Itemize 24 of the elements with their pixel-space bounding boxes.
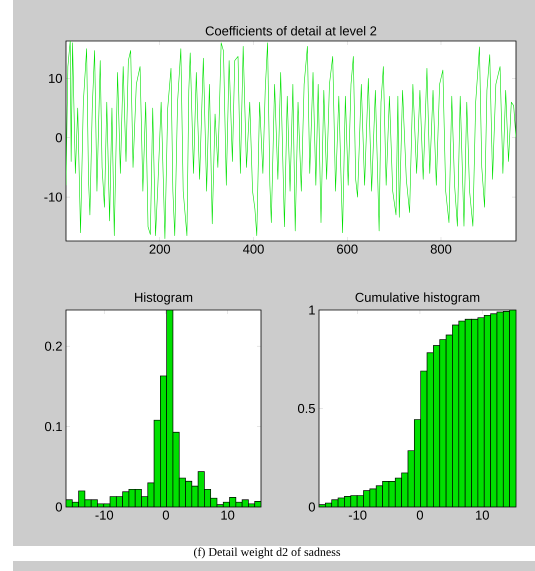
y-tick-label: 0 [56,502,62,512]
y-tick-label: 0 [56,133,62,142]
x-tick-label: 0 [416,510,424,520]
line-series [66,41,516,239]
x-tick-label: -10 [348,510,366,520]
y-tick-label: 1 [309,306,315,314]
x-tick-label: 10 [476,510,489,520]
y-tick-label: 10 [49,74,62,83]
chart-title: Cumulative histogram [356,292,480,305]
y-tick-label: 0 [308,502,315,512]
y-tick-label: -10 [44,192,62,202]
x-tick-label: 0 [162,510,170,520]
chart-title: Histogram [135,292,192,305]
x-tick-label: 800 [430,244,452,254]
x-tick-label: 400 [242,244,264,254]
y-tick-label: 0.5 [298,404,315,414]
x-tick-label: 200 [150,244,170,254]
text: (f) Detail weight d2 of sadness [194,547,340,558]
chart-title: Coefficients of detail at level 2 [206,26,376,36]
x-tick-label: 10 [221,510,234,520]
y-tick-label: 0.1 [44,422,62,432]
y-tick-label: 0.2 [44,342,62,351]
x-tick-label: 600 [337,244,358,254]
x-tick-label: -10 [95,510,114,520]
